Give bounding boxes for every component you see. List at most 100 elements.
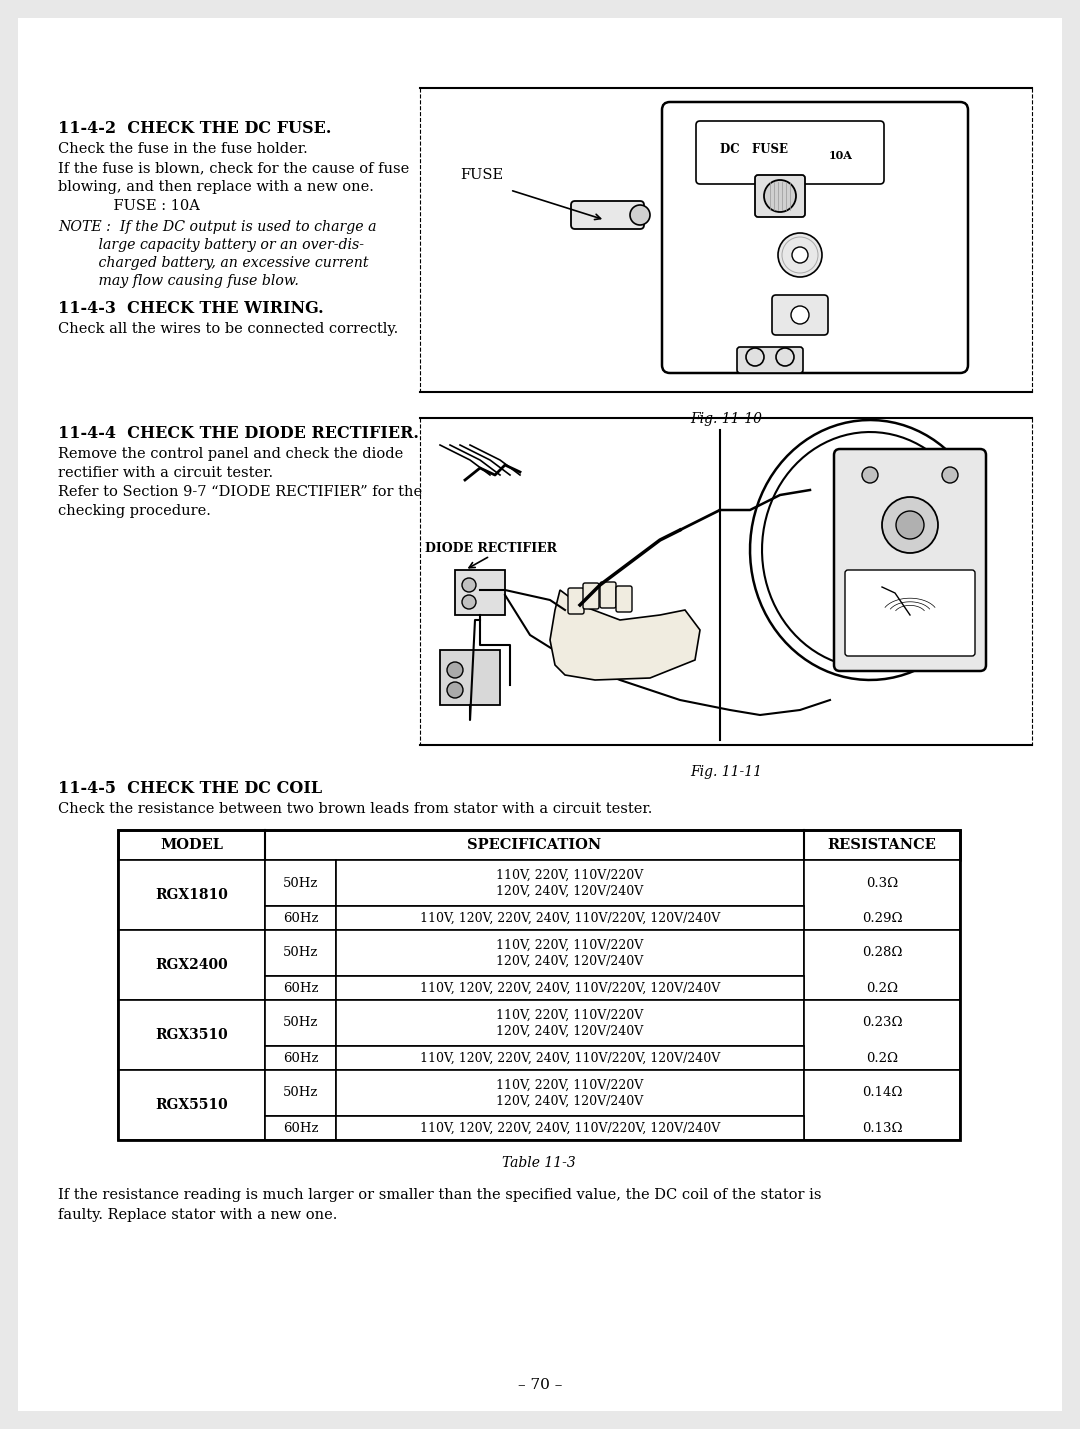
FancyBboxPatch shape	[834, 449, 986, 672]
FancyBboxPatch shape	[772, 294, 828, 334]
Text: charged battery, an excessive current: charged battery, an excessive current	[58, 256, 368, 270]
Text: 11-4-2  CHECK THE DC FUSE.: 11-4-2 CHECK THE DC FUSE.	[58, 120, 332, 137]
Text: 11-4-4  CHECK THE DIODE RECTIFIER.: 11-4-4 CHECK THE DIODE RECTIFIER.	[58, 424, 419, 442]
Text: 60Hz: 60Hz	[283, 912, 319, 925]
Text: If the fuse is blown, check for the cause of fuse: If the fuse is blown, check for the caus…	[58, 161, 409, 174]
Text: 110V, 220V, 110V/220V: 110V, 220V, 110V/220V	[497, 1009, 644, 1022]
Bar	[118, 860, 265, 930]
FancyBboxPatch shape	[600, 582, 616, 607]
Bar	[336, 1116, 804, 1140]
FancyBboxPatch shape	[845, 570, 975, 656]
Circle shape	[746, 349, 764, 366]
Circle shape	[462, 577, 476, 592]
Text: 110V, 220V, 110V/220V: 110V, 220V, 110V/220V	[497, 1079, 644, 1092]
Text: MODEL: MODEL	[160, 837, 222, 852]
FancyBboxPatch shape	[571, 201, 644, 229]
FancyBboxPatch shape	[662, 101, 968, 373]
Bar	[265, 860, 336, 906]
Text: 50Hz: 50Hz	[283, 876, 319, 889]
Bar	[265, 1046, 336, 1070]
Bar	[440, 650, 500, 704]
Bar	[118, 830, 960, 860]
Text: 0.13Ω: 0.13Ω	[862, 1122, 902, 1135]
Text: FUSE : 10A: FUSE : 10A	[58, 199, 200, 213]
Bar	[265, 976, 336, 1000]
Text: Refer to Section 9-7 “DIODE RECTIFIER” for the: Refer to Section 9-7 “DIODE RECTIFIER” f…	[58, 484, 422, 499]
Text: 110V, 220V, 110V/220V: 110V, 220V, 110V/220V	[497, 869, 644, 882]
Text: DC   FUSE: DC FUSE	[720, 143, 788, 156]
Circle shape	[778, 233, 822, 277]
Bar	[336, 1046, 804, 1070]
Bar	[118, 1000, 265, 1070]
Bar	[265, 1070, 336, 1116]
Text: RGX3510: RGX3510	[156, 1027, 228, 1042]
Circle shape	[942, 467, 958, 483]
Text: 10A: 10A	[828, 150, 852, 160]
FancyBboxPatch shape	[616, 586, 632, 612]
Bar	[265, 930, 336, 976]
Bar	[804, 930, 960, 1000]
Circle shape	[896, 512, 924, 539]
Bar	[336, 1000, 804, 1046]
Text: 50Hz: 50Hz	[283, 1016, 319, 1029]
Bar	[265, 1000, 336, 1046]
Circle shape	[462, 594, 476, 609]
Text: 110V, 120V, 220V, 240V, 110V/220V, 120V/240V: 110V, 120V, 220V, 240V, 110V/220V, 120V/…	[420, 1052, 720, 1065]
Circle shape	[447, 662, 463, 677]
Text: 11-4-3  CHECK THE WIRING.: 11-4-3 CHECK THE WIRING.	[58, 300, 324, 317]
FancyBboxPatch shape	[696, 121, 885, 184]
Text: Check the fuse in the fuse holder.: Check the fuse in the fuse holder.	[58, 141, 308, 156]
Text: 0.14Ω: 0.14Ω	[862, 1086, 902, 1099]
Text: 0.28Ω: 0.28Ω	[862, 946, 902, 959]
Text: 110V, 120V, 220V, 240V, 110V/220V, 120V/240V: 110V, 120V, 220V, 240V, 110V/220V, 120V/…	[420, 912, 720, 925]
Bar	[118, 930, 265, 1000]
Circle shape	[630, 204, 650, 224]
Circle shape	[862, 467, 878, 483]
Bar	[265, 1116, 336, 1140]
Text: 50Hz: 50Hz	[283, 946, 319, 959]
Text: faulty. Replace stator with a new one.: faulty. Replace stator with a new one.	[58, 1208, 337, 1222]
Text: RESISTANCE: RESISTANCE	[827, 837, 936, 852]
Bar	[336, 906, 804, 930]
Text: DIODE RECTIFIER: DIODE RECTIFIER	[426, 542, 557, 554]
FancyBboxPatch shape	[568, 587, 584, 614]
Bar	[804, 1070, 960, 1140]
Text: 60Hz: 60Hz	[283, 982, 319, 995]
Bar	[118, 1070, 265, 1140]
Text: Check the resistance between two brown leads from stator with a circuit tester.: Check the resistance between two brown l…	[58, 802, 652, 816]
Text: 0.2Ω: 0.2Ω	[866, 982, 897, 995]
Text: If the resistance reading is much larger or smaller than the specified value, th: If the resistance reading is much larger…	[58, 1187, 822, 1202]
Text: 0.2Ω: 0.2Ω	[866, 1052, 897, 1065]
Text: Remove the control panel and check the diode: Remove the control panel and check the d…	[58, 447, 403, 462]
Text: 60Hz: 60Hz	[283, 1052, 319, 1065]
Text: – 70 –: – 70 –	[517, 1378, 563, 1392]
Text: SPECIFICATION: SPECIFICATION	[468, 837, 602, 852]
Text: 110V, 120V, 220V, 240V, 110V/220V, 120V/240V: 110V, 120V, 220V, 240V, 110V/220V, 120V/…	[420, 982, 720, 995]
Circle shape	[777, 349, 794, 366]
Text: 120V, 240V, 120V/240V: 120V, 240V, 120V/240V	[497, 885, 644, 897]
Text: Table 11-3: Table 11-3	[502, 1156, 576, 1170]
Bar	[420, 419, 1032, 745]
Text: 50Hz: 50Hz	[283, 1086, 319, 1099]
Text: NOTE :  If the DC output is used to charge a: NOTE : If the DC output is used to charg…	[58, 220, 377, 234]
Text: blowing, and then replace with a new one.: blowing, and then replace with a new one…	[58, 180, 374, 194]
Text: RGX5510: RGX5510	[156, 1097, 228, 1112]
FancyBboxPatch shape	[755, 174, 805, 217]
Text: Fig. 11-11: Fig. 11-11	[690, 765, 762, 779]
Circle shape	[764, 180, 796, 211]
Circle shape	[882, 497, 939, 553]
Text: 120V, 240V, 120V/240V: 120V, 240V, 120V/240V	[497, 955, 644, 967]
Text: 0.3Ω: 0.3Ω	[866, 876, 899, 889]
Text: checking procedure.: checking procedure.	[58, 504, 211, 517]
Text: Fig. 11-10: Fig. 11-10	[690, 412, 762, 426]
Text: FUSE: FUSE	[460, 169, 503, 181]
Bar	[265, 906, 336, 930]
Text: RGX2400: RGX2400	[156, 957, 228, 972]
Text: may flow causing fuse blow.: may flow causing fuse blow.	[58, 274, 299, 289]
Text: 110V, 220V, 110V/220V: 110V, 220V, 110V/220V	[497, 939, 644, 952]
Bar	[336, 860, 804, 906]
Circle shape	[792, 247, 808, 263]
Text: 11-4-5  CHECK THE DC COIL: 11-4-5 CHECK THE DC COIL	[58, 780, 322, 797]
Bar	[804, 1000, 960, 1070]
Bar	[336, 1070, 804, 1116]
